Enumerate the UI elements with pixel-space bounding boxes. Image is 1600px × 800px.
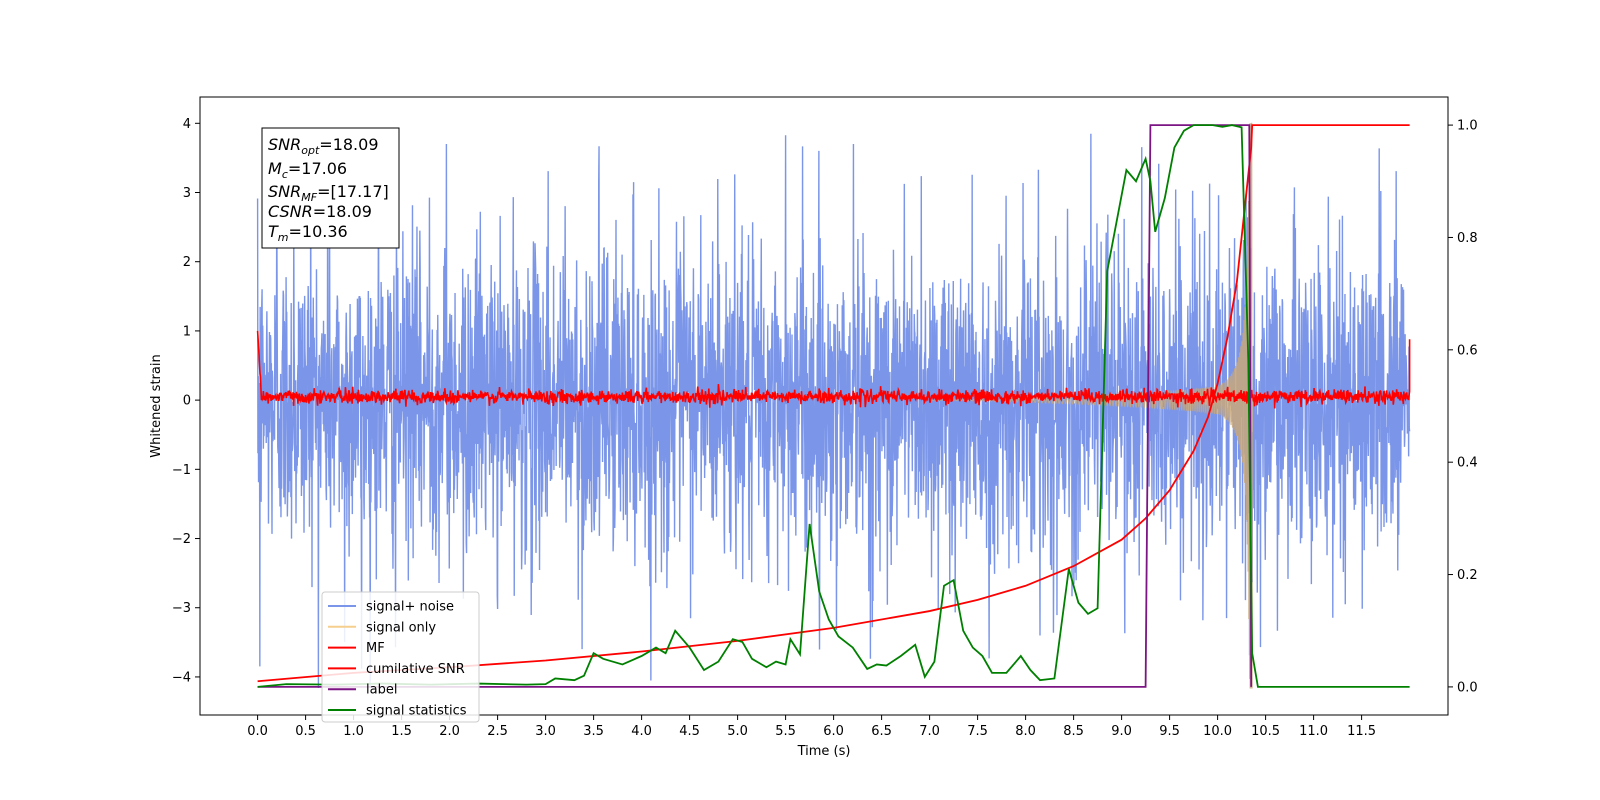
legend-entry-label: cumilative SNR [366, 662, 465, 677]
y-left-tick-label: 0 [183, 394, 191, 409]
y-left-tick-label: 4 [183, 117, 191, 132]
x-tick-label: 0.0 [247, 724, 268, 739]
x-tick-label: 6.5 [871, 724, 892, 739]
legend-entry-label: signal only [366, 620, 436, 635]
x-tick-label: 2.0 [439, 724, 460, 739]
y-right-tick-label: 0.0 [1457, 680, 1478, 695]
x-tick-label: 11.5 [1347, 724, 1376, 739]
legend-entry-label: label [366, 683, 397, 698]
series-label-line [257, 124, 1253, 688]
x-tick-label: 0.5 [295, 724, 316, 739]
x-tick-label: 8.5 [1063, 724, 1084, 739]
annotation-csnr: CSNR=18.09 [268, 202, 372, 221]
y-right-tick-label: 0.2 [1457, 568, 1478, 583]
x-tick-label: 4.0 [631, 724, 652, 739]
x-tick-label: 3.5 [583, 724, 604, 739]
x-tick-label: 1.5 [391, 724, 412, 739]
annotation-tm: Tm=10.36 [268, 222, 348, 244]
x-tick-label: 4.5 [679, 724, 700, 739]
y-left-tick-label: 2 [183, 255, 191, 270]
legend-entry-label: MF [366, 641, 385, 656]
y-right-tick-label: 1.0 [1457, 119, 1478, 134]
series-mf-line [256, 330, 1411, 409]
y-axis-left: 4 3 2 1 0 −1 −2 −3 −4 [172, 117, 200, 685]
annotation-snr-mf: SNRMF=[17.17] [268, 182, 389, 204]
plot-frame [199, 96, 1449, 716]
series-signal-only-line [929, 122, 1255, 689]
annotation-frame [261, 127, 400, 249]
x-tick-label: 1.0 [343, 724, 364, 739]
x-tick-label: 6.0 [823, 724, 844, 739]
annotation-mc: Mc=17.06 [268, 159, 347, 181]
legend-frame [321, 591, 480, 723]
y-left-tick-label: −3 [172, 601, 191, 616]
x-tick-label: 5.5 [775, 724, 796, 739]
series-signal-statistics-line [257, 124, 1410, 688]
series-cumilative-snr-line [257, 124, 1410, 683]
x-tick-label: 5.0 [727, 724, 748, 739]
x-tick-label: 11.0 [1299, 724, 1328, 739]
y-right-tick-label: 0.8 [1457, 231, 1478, 246]
x-tick-label: 9.0 [1111, 724, 1132, 739]
x-tick-label: 7.0 [919, 724, 940, 739]
legend: signal+ noise signal only MF cumilative SNR… [321, 591, 480, 723]
legend-entry-label: signal+ noise [366, 600, 454, 615]
y-axis-label: Whitened strain [149, 354, 164, 457]
y-right-tick-label: 0.6 [1457, 343, 1478, 358]
y-left-tick-label: −2 [172, 532, 191, 547]
annotation-snr-opt: SNRopt=18.09 [268, 135, 379, 157]
annotation-box: SNRopt=18.09 Mc=17.06 SNRMF=[17.17] CSNR… [261, 127, 400, 249]
x-axis: 0.0 0.5 1.0 1.5 2.0 2.5 3.0 3.5 4.0 4.5 5.0 5.5 6.0 6… [247, 715, 1376, 739]
x-axis-label: Time (s) [797, 744, 851, 759]
legend-entry-label: signal statistics [366, 704, 467, 719]
x-tick-label: 7.5 [967, 724, 988, 739]
y-right-tick-label: 0.4 [1457, 456, 1478, 471]
y-axis-right: 1.0 0.8 0.6 0.4 0.2 0.0 [1448, 119, 1478, 695]
x-tick-label: 2.5 [487, 724, 508, 739]
y-left-tick-label: 1 [183, 324, 191, 339]
x-tick-label: 9.5 [1159, 724, 1180, 739]
x-tick-label: 10.5 [1251, 724, 1280, 739]
x-tick-label: 10.0 [1203, 724, 1232, 739]
x-tick-label: 3.0 [535, 724, 556, 739]
y-left-tick-label: 3 [183, 186, 191, 201]
x-tick-label: 8.0 [1015, 724, 1036, 739]
y-left-tick-label: −4 [172, 670, 191, 685]
y-left-tick-label: −1 [172, 463, 191, 478]
series-layer [256, 122, 1411, 689]
